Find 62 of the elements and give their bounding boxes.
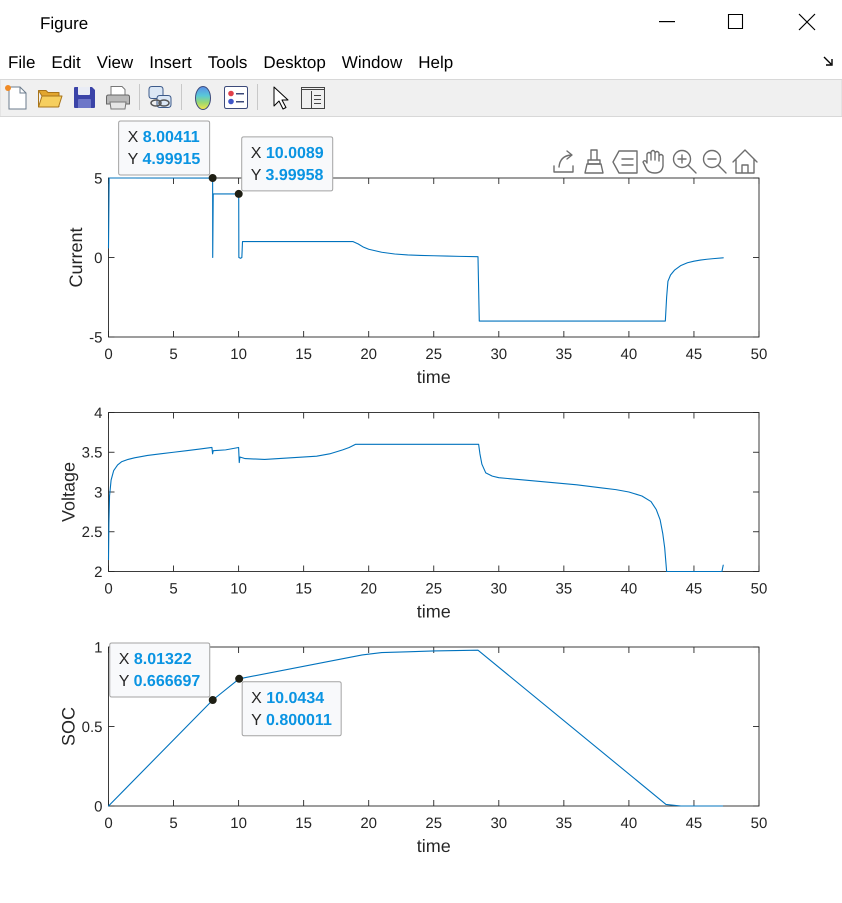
x-tick-label: 20 — [360, 815, 378, 832]
x-tick-label: 20 — [360, 580, 378, 598]
x-axis-title: time — [416, 602, 451, 622]
y-tick-label: 2.5 — [82, 524, 102, 541]
y-tick-label: 2 — [94, 564, 102, 581]
x-tick-label: 40 — [620, 580, 638, 598]
x-tick-label: 35 — [556, 815, 572, 832]
x-tick-label: 30 — [490, 815, 508, 832]
x-tick-label: 50 — [750, 346, 768, 363]
x-tick-label: 10 — [230, 815, 247, 832]
x-axis-title: time — [416, 836, 451, 856]
x-tick-label: 25 — [425, 815, 442, 832]
x-tick-label: 20 — [360, 346, 378, 363]
x-tick-label: 30 — [490, 346, 508, 363]
x-tick-label: 30 — [490, 580, 508, 598]
y-tick-label: 1 — [94, 639, 102, 656]
annotation: X 10.0089 Y 3.99958 — [250, 144, 324, 184]
y-tick-label: 0 — [94, 798, 102, 816]
x-tick-label: 50 — [750, 815, 768, 832]
y-tick-label: 5 — [94, 170, 102, 188]
x-tick-label: 40 — [620, 815, 638, 832]
line-series — [108, 650, 724, 807]
x-tick-label: 45 — [686, 346, 702, 363]
x-tick-label: 25 — [425, 580, 442, 598]
x-tick-label: 25 — [425, 346, 442, 363]
text: Tools — [208, 53, 248, 72]
y-tick-label: 4 — [94, 404, 102, 422]
text: Window — [342, 53, 403, 72]
y-axis-title: Current — [66, 227, 86, 288]
y-tick-label: 0 — [94, 250, 102, 267]
text: View — [96, 53, 134, 72]
text: Edit — [51, 53, 81, 72]
y-axis-title: SOC — [58, 706, 79, 746]
y-tick-label: 0.5 — [82, 718, 102, 736]
x-tick-label: 50 — [750, 580, 768, 598]
x-tick-label: 45 — [686, 815, 702, 832]
x-tick-label: 15 — [295, 346, 312, 363]
text: Insert — [149, 53, 192, 72]
x-tick-label: 45 — [686, 580, 702, 598]
x-tick-label: 15 — [295, 815, 312, 832]
x-tick-label: 15 — [295, 580, 312, 598]
text: Help — [418, 53, 454, 72]
x-tick-label: 5 — [169, 580, 178, 598]
x-tick-label: 10 — [230, 580, 247, 598]
x-tick-label: 5 — [169, 346, 178, 363]
x-tick-label: 35 — [556, 580, 572, 598]
x-tick-label: 40 — [620, 346, 638, 363]
annotation: X 10.0434 Y 0.800011 — [251, 690, 332, 729]
x-axis-title: time — [416, 367, 451, 387]
x-tick-label: 35 — [556, 346, 572, 363]
y-tick-label: -5 — [89, 329, 102, 346]
text: Desktop — [263, 53, 326, 72]
y-axis-title: Voltage — [58, 462, 79, 522]
y-tick-label: 3.5 — [82, 444, 102, 462]
text: Figure — [40, 14, 88, 33]
annotation: X 8.01322 Y 0.666697 — [118, 650, 200, 690]
x-tick-label: 10 — [230, 346, 247, 363]
y-tick-label: 3 — [94, 484, 102, 502]
line-series — [108, 444, 724, 572]
x-tick-label: 5 — [169, 815, 178, 832]
text: File — [8, 53, 36, 72]
annotation: X 8.00411 Y 4.99915 — [128, 129, 200, 168]
